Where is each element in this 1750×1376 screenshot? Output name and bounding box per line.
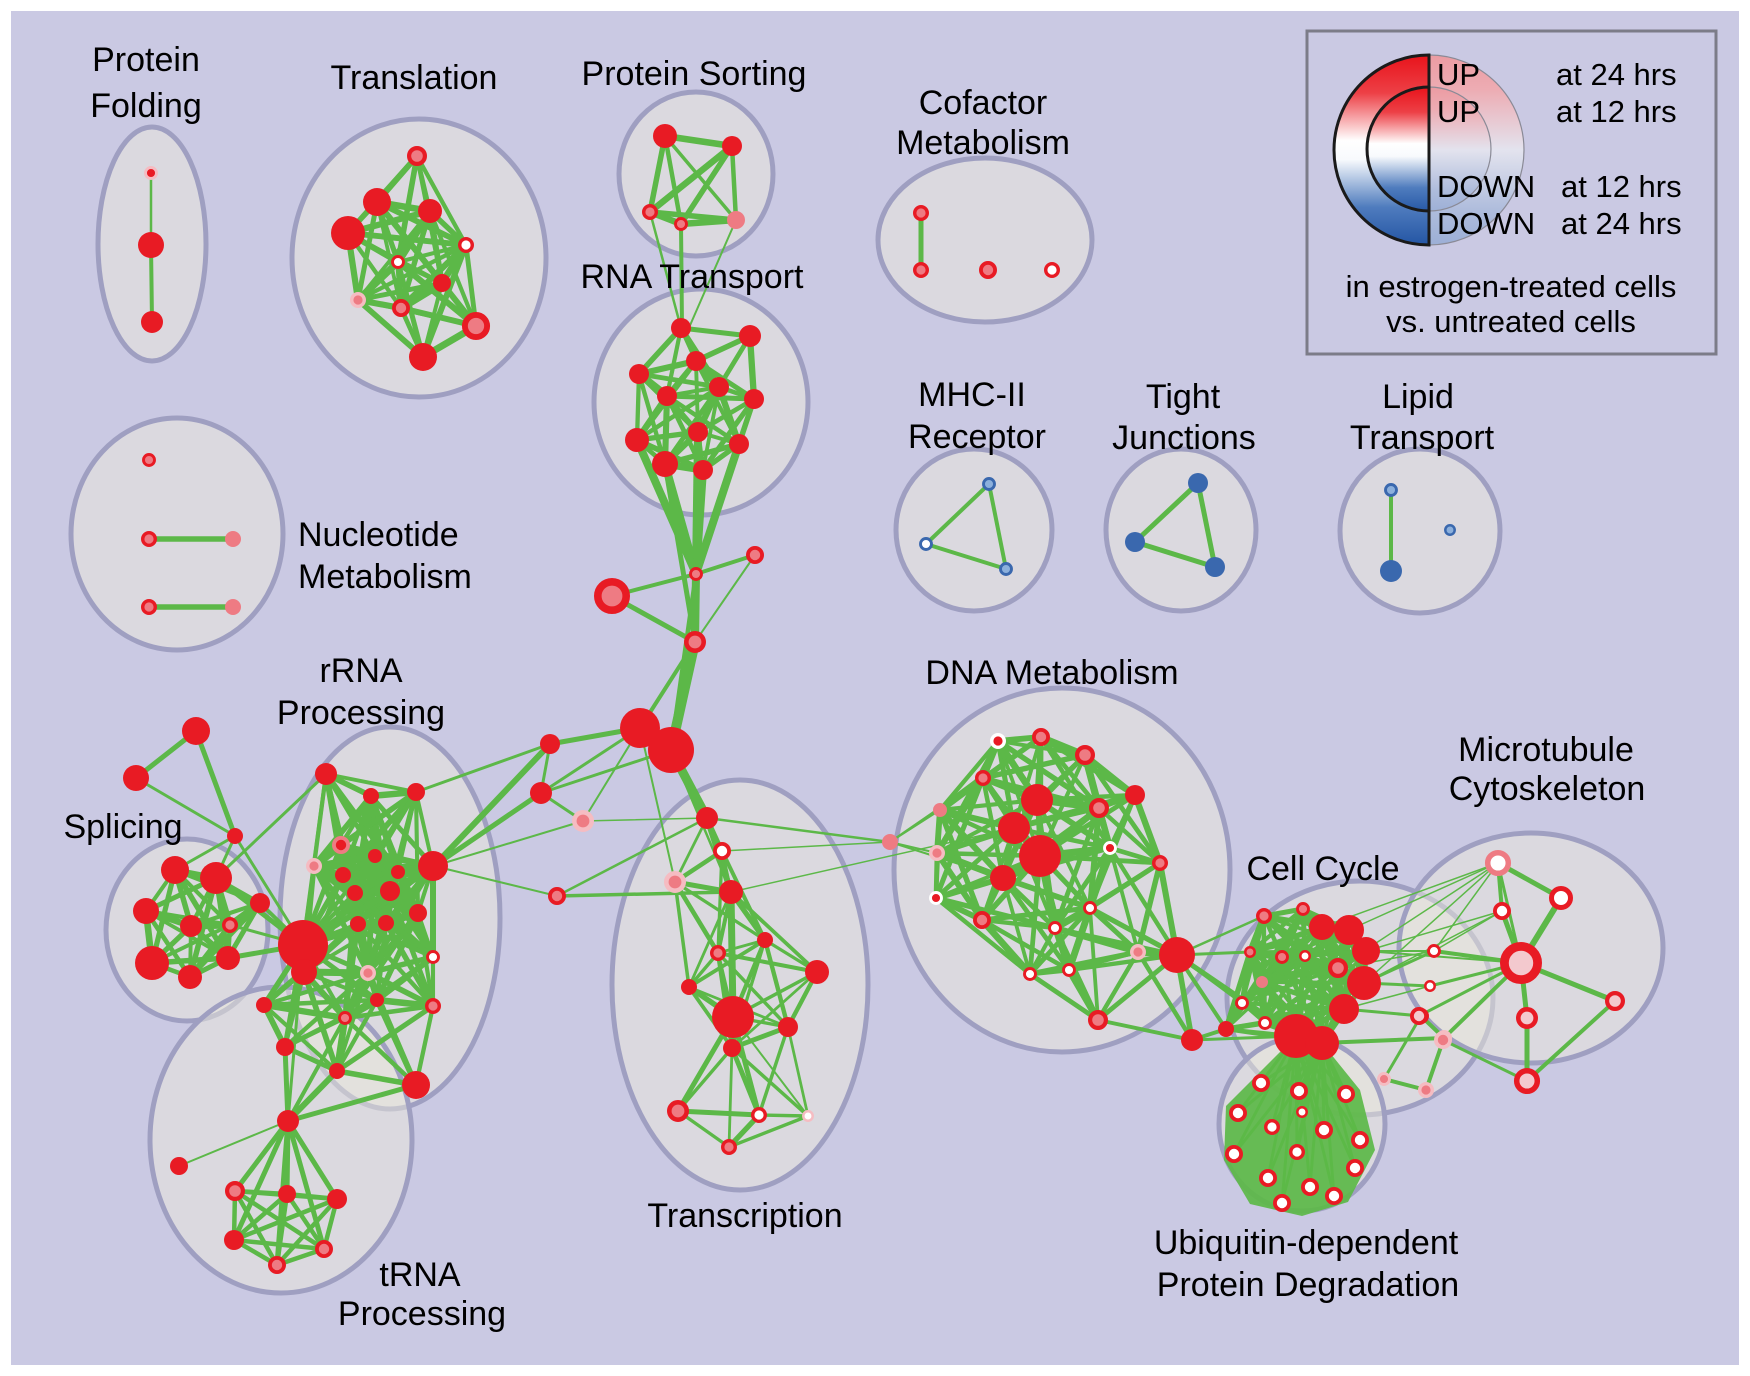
svg-text:UP: UP xyxy=(1437,94,1480,129)
svg-text:Ubiquitin-dependent: Ubiquitin-dependent xyxy=(1154,1224,1459,1262)
svg-text:Splicing: Splicing xyxy=(63,808,182,846)
svg-text:Processing: Processing xyxy=(277,694,445,732)
svg-text:Translation: Translation xyxy=(331,59,498,97)
svg-text:Metabolism: Metabolism xyxy=(298,558,472,596)
svg-text:Microtubule: Microtubule xyxy=(1458,731,1634,769)
svg-text:Cell Cycle: Cell Cycle xyxy=(1246,850,1399,888)
svg-text:UP: UP xyxy=(1437,57,1480,92)
svg-text:MHC-II: MHC-II xyxy=(918,376,1026,414)
svg-text:Lipid: Lipid xyxy=(1382,378,1454,416)
svg-text:RNA Transport: RNA Transport xyxy=(581,258,805,296)
svg-text:Protein Sorting: Protein Sorting xyxy=(582,55,807,93)
svg-text:Protein Degradation: Protein Degradation xyxy=(1157,1266,1459,1304)
svg-text:tRNA: tRNA xyxy=(379,1256,461,1294)
svg-text:Nucleotide: Nucleotide xyxy=(298,516,459,554)
svg-text:Processing: Processing xyxy=(338,1295,506,1333)
svg-text:rRNA: rRNA xyxy=(319,652,402,690)
svg-text:DOWN: DOWN xyxy=(1437,169,1535,204)
svg-text:Transport: Transport xyxy=(1350,419,1495,457)
svg-text:Transcription: Transcription xyxy=(647,1197,842,1235)
svg-text:at 24 hrs: at 24 hrs xyxy=(1561,206,1682,241)
svg-text:Junctions: Junctions xyxy=(1112,419,1256,457)
svg-text:DOWN: DOWN xyxy=(1437,206,1535,241)
svg-text:at 24 hrs: at 24 hrs xyxy=(1556,57,1677,92)
svg-text:Protein: Protein xyxy=(92,41,200,79)
svg-text:Metabolism: Metabolism xyxy=(896,124,1070,162)
svg-text:Folding: Folding xyxy=(90,87,202,125)
svg-text:Cofactor: Cofactor xyxy=(919,84,1048,122)
svg-text:in estrogen-treated cells: in estrogen-treated cells xyxy=(1346,269,1677,304)
svg-text:Cytoskeleton: Cytoskeleton xyxy=(1449,770,1646,808)
svg-text:DNA Metabolism: DNA Metabolism xyxy=(925,654,1178,692)
svg-text:at 12 hrs: at 12 hrs xyxy=(1561,169,1682,204)
svg-text:Tight: Tight xyxy=(1146,378,1221,416)
svg-text:at 12 hrs: at 12 hrs xyxy=(1556,94,1677,129)
svg-text:Receptor: Receptor xyxy=(908,418,1046,456)
svg-text:vs. untreated cells: vs. untreated cells xyxy=(1386,304,1636,339)
